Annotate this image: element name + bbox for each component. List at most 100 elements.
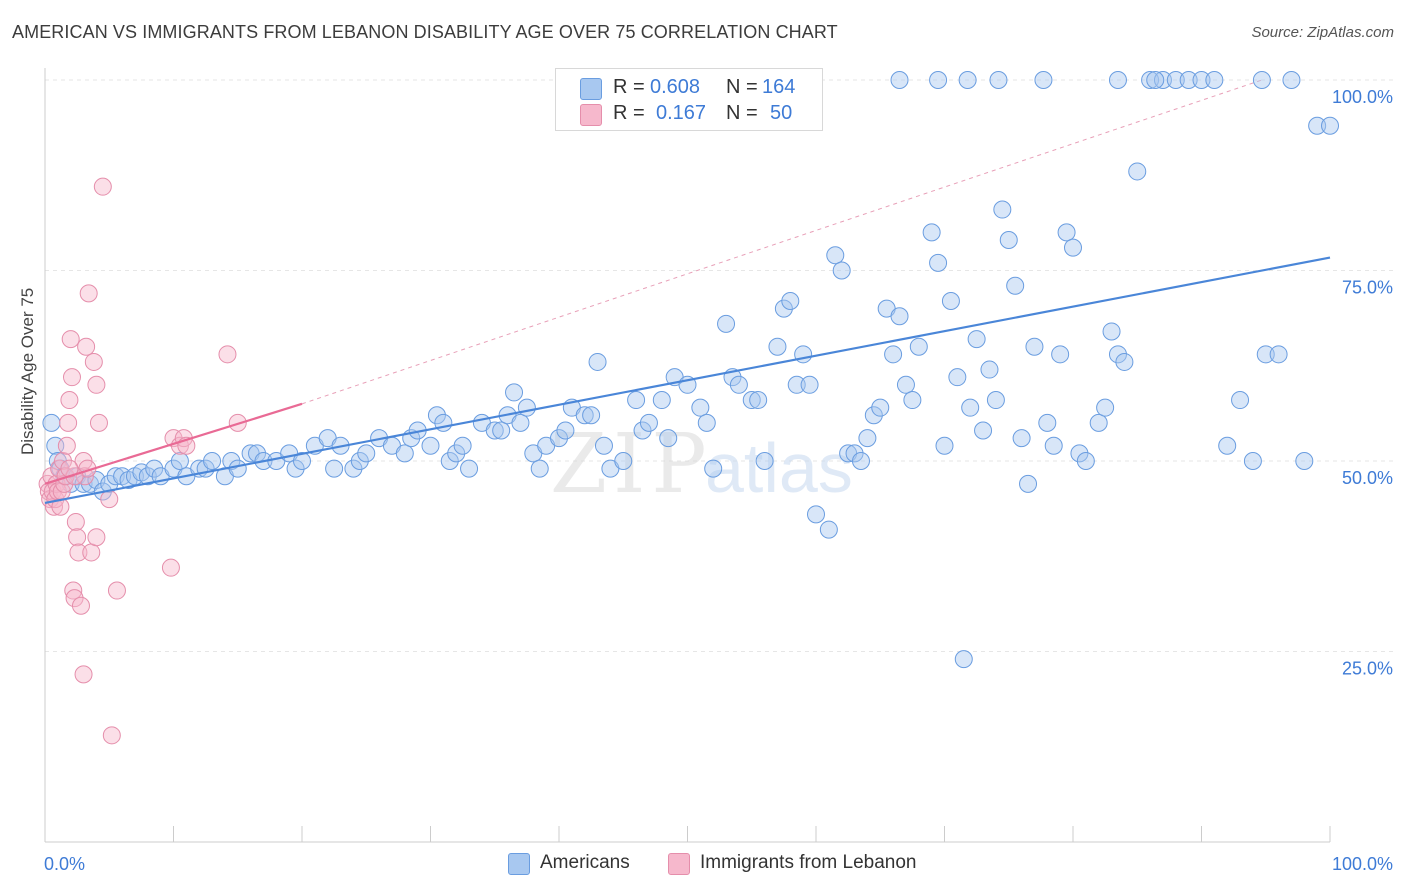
lebanon-point (62, 368, 81, 387)
watermark: ZIP atlas (550, 417, 853, 512)
n-label: N = (726, 76, 758, 98)
lebanon-point (51, 497, 70, 516)
americans-point (427, 406, 446, 425)
americans-point (890, 307, 909, 326)
lebanon-point (87, 375, 106, 394)
americans-point (447, 444, 466, 463)
americans-point (1192, 71, 1211, 89)
americans-point (986, 391, 1005, 410)
americans-point (781, 291, 800, 310)
americans-point (286, 459, 305, 478)
n-label: N = (726, 102, 758, 124)
stats-legend: R = 0.608 N = 164 R = 0.167 N = 50 (555, 68, 823, 131)
americans-point (768, 337, 787, 356)
reference-diagonal (301, 79, 1263, 405)
americans-point (505, 383, 524, 402)
americans-point (1128, 162, 1147, 181)
americans-point (1108, 71, 1127, 89)
reference-line (301, 79, 1263, 405)
americans-point (627, 391, 646, 410)
americans-swatch (580, 78, 602, 100)
y-tick-label: 50.0% (1342, 468, 1393, 488)
americans-point (614, 452, 633, 470)
source-label: Source: ZipAtlas.com (1251, 24, 1394, 41)
r-label: R = (613, 76, 645, 98)
americans-point (1252, 71, 1271, 89)
americans-point (993, 200, 1012, 219)
lebanon-swatch (580, 104, 602, 126)
americans-point (344, 459, 363, 478)
r-value-americans: 0.608 (650, 76, 701, 98)
americans-point (864, 406, 883, 425)
n-value-americans: 164 (762, 76, 796, 98)
americans-point (954, 650, 973, 669)
americans-point (967, 330, 986, 349)
grid-lines (45, 79, 1395, 652)
lebanon-point (69, 543, 88, 562)
americans-legend-label: Americans (540, 852, 630, 873)
americans-point (639, 413, 658, 432)
americans-point (961, 398, 980, 417)
lebanon-trend-line (44, 402, 303, 485)
americans-point (1141, 71, 1160, 89)
lebanon-point (53, 452, 72, 470)
americans-point (145, 459, 164, 478)
americans-point (1057, 223, 1076, 242)
americans-point (1308, 116, 1327, 135)
lebanon-legend-swatch (668, 853, 690, 875)
lebanon-point (84, 352, 103, 371)
americans-point (1269, 345, 1288, 364)
americans-point (851, 452, 870, 470)
lebanon-point (107, 581, 126, 600)
americans-point (807, 505, 825, 524)
americans-point (999, 231, 1018, 250)
americans-point (989, 71, 1008, 89)
americans-point (1231, 391, 1250, 410)
lebanon-point (87, 528, 106, 547)
americans-point (884, 345, 903, 364)
americans-point (774, 299, 793, 318)
n-value-lebanon: 50 (770, 102, 793, 124)
lebanon-point (64, 581, 83, 600)
americans-point (729, 375, 748, 394)
y-tick-label: 100.0% (1332, 87, 1393, 107)
americans-point (530, 459, 549, 478)
americans-point (550, 429, 568, 448)
y-axis-label: Disability Age Over 75 (18, 287, 37, 455)
americans-point (929, 253, 948, 272)
americans-point (1153, 71, 1172, 89)
americans-point (941, 291, 960, 310)
americans-point (1146, 71, 1165, 89)
americans-point (594, 436, 613, 455)
americans-point (691, 398, 710, 417)
americans-point (350, 452, 369, 470)
watermark-zip: ZIP (550, 417, 713, 512)
lebanon-point (161, 558, 180, 577)
americans-point (1089, 413, 1108, 432)
americans-point (633, 421, 652, 440)
americans-point (896, 375, 915, 394)
americans-point (582, 406, 601, 425)
lebanon-point (71, 596, 90, 615)
americans-point (749, 391, 768, 410)
lebanon-point (79, 284, 98, 303)
y-tick-label: 25.0% (1342, 659, 1393, 679)
americans-point (1034, 71, 1053, 89)
americans-legend-swatch (508, 853, 530, 875)
americans-point (858, 429, 877, 448)
americans-point (575, 406, 594, 425)
r-value-lebanon: 0.167 (656, 102, 707, 124)
americans-point (717, 314, 736, 333)
americans-point (1108, 345, 1127, 364)
americans-point (1321, 116, 1339, 135)
lebanon-point (102, 726, 121, 745)
y-tick-label: 75.0% (1342, 278, 1393, 298)
lebanon-points (38, 177, 247, 745)
americans-point (440, 452, 459, 470)
lebanon-point (59, 413, 78, 432)
americans-point (958, 71, 977, 89)
x-tick-label-min: 0.0% (44, 854, 85, 874)
americans-point (1012, 429, 1031, 448)
americans-point (460, 459, 479, 478)
